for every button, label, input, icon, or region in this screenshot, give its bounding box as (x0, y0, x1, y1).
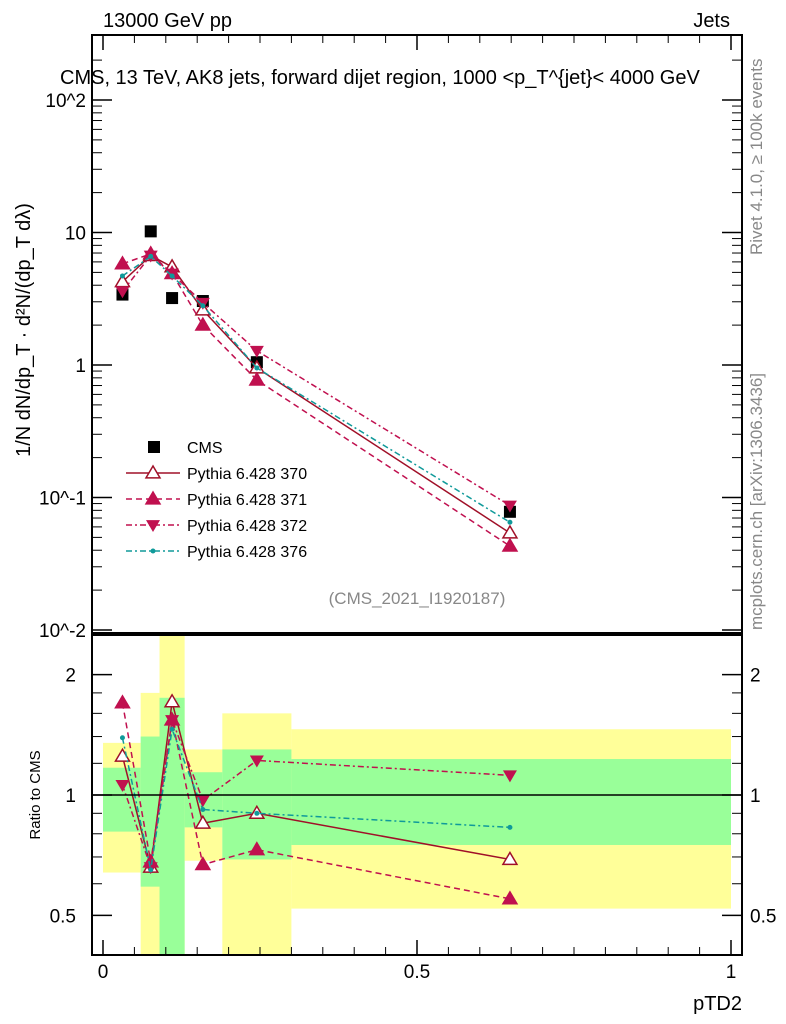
ratio-series-3-point (502, 770, 517, 783)
main-series-3-point (502, 500, 517, 513)
ratio-series-4-point (200, 806, 206, 812)
ratio-series-1-point (501, 850, 519, 866)
legend-marker (146, 520, 160, 532)
y-tick-label: 10 (65, 224, 86, 245)
ratio-y-tick-label-right: 0.5 (750, 906, 776, 927)
legend-label: Pythia 6.428 370 (187, 466, 307, 483)
main-series-1-line (121, 254, 511, 534)
ratio-y-tick-label-right: 1 (750, 786, 761, 807)
axis-ticks: 0 0.5 1 10^-2 10^-1 1 10 10^2 0.5 0.5 1 1 2 2 (39, 35, 776, 983)
main-series-4-point (148, 253, 154, 259)
rivet-version: Rivet 4.1.0, ≥ 100k events (747, 59, 766, 255)
mcplots-credit: mcplots.cern.ch [arXiv:1306.3436] (747, 373, 766, 630)
main-series-2-point (194, 316, 212, 331)
main-series-3-point (249, 345, 264, 358)
ratio-series-2-point (248, 841, 266, 856)
main-series-4-line (122, 255, 511, 523)
cms-data-point (144, 225, 157, 238)
legend-marker-cms (148, 441, 160, 453)
chart-title: CMS, 13 TeV, AK8 jets, forward dijet reg… (60, 67, 700, 89)
main-series-4-point (254, 365, 260, 371)
ratio-series-1-point (194, 814, 212, 829)
y-tick-label: 10^2 (45, 91, 86, 112)
ratio-series-3-point (165, 715, 180, 727)
ratio-y-label: Ratio to CMS (27, 750, 44, 839)
main-series-3-point (115, 286, 130, 299)
ratio-series-3-point (115, 779, 130, 792)
band-1sigma (159, 697, 185, 955)
legend-marker (150, 548, 156, 554)
ratio-series-4-point (169, 726, 175, 732)
main-series-2-point (248, 371, 266, 386)
legend-label: Pythia 6.428 371 (187, 492, 307, 509)
main-series-2-point (114, 255, 131, 270)
ratio-y-tick-label: 2 (65, 666, 76, 687)
header-right: Jets (693, 10, 730, 32)
ratio-y-tick-label: 1 (65, 786, 76, 807)
legend-label: CMS (187, 440, 223, 457)
y-tick-label: 10^-2 (39, 621, 86, 642)
main-series-1-point (501, 524, 519, 539)
legend-label: Pythia 6.428 372 (187, 518, 307, 535)
main-series-2-line (122, 252, 511, 547)
plot-marks (114, 225, 519, 905)
y-tick-label: 1 (75, 356, 86, 377)
legend-marker (144, 490, 162, 505)
y-tick-label: 10^-1 (39, 489, 86, 510)
ratio-series-4-point (119, 735, 125, 741)
ratio-y-tick-label: 0.5 (50, 906, 76, 927)
ratio-series-3-line (121, 717, 510, 868)
main-series-4-point (169, 273, 175, 279)
main-series-4-point (119, 273, 125, 279)
main-series-3-line (121, 254, 511, 507)
ratio-series-2-point (501, 890, 519, 905)
ratio-series-2-point (114, 694, 131, 709)
ratio-series-4-point (254, 810, 260, 816)
ratio-series-4-point (148, 867, 154, 873)
cms-data-point (166, 292, 179, 305)
ratio-series-2-line (121, 702, 511, 900)
band-1sigma (222, 749, 292, 860)
main-series-4-point (200, 303, 206, 309)
header-left: 13000 GeV pp (103, 10, 232, 32)
x-tick-label: 0 (98, 962, 109, 983)
analysis-watermark: (CMS_2021_I1920187) (329, 589, 506, 608)
y-axis-label: 1/N dN/dp_T · d²N/(dp_T dλ) (13, 203, 35, 457)
legend-label: Pythia 6.428 376 (187, 544, 307, 561)
ratio-series-4-point (507, 824, 513, 830)
main-series-4-point (507, 519, 513, 525)
ratio-series-4-line (121, 726, 510, 870)
ratio-series-1-point (163, 693, 181, 708)
ratio-series-2-point (194, 856, 212, 871)
ratio-series-3-point (249, 755, 264, 768)
x-axis-label: pTD2 (693, 993, 742, 1015)
x-tick-label: 1 (726, 962, 737, 983)
legend: CMS Pythia 6.428 370 Pythia 6.428 371 Pythi… (126, 440, 307, 561)
ratio-y-tick-label-right: 2 (750, 666, 761, 687)
x-tick-label: 0.5 (404, 962, 430, 983)
legend-marker (144, 464, 162, 479)
main-series-2-point (501, 537, 519, 552)
